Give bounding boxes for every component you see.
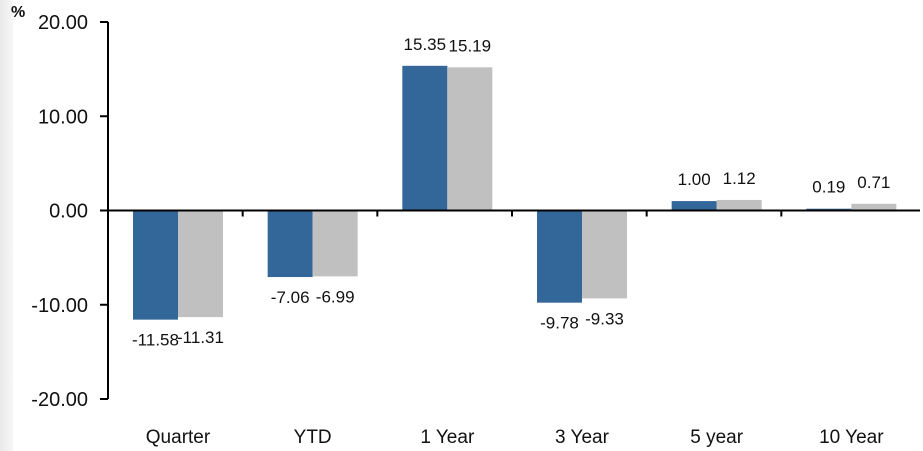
data-label: -6.99 bbox=[316, 287, 355, 306]
y-tick-label: 10.00 bbox=[38, 106, 88, 128]
bar bbox=[312, 210, 358, 277]
y-tick-label: -20.00 bbox=[31, 389, 88, 411]
data-label: 1.12 bbox=[723, 169, 756, 188]
bar bbox=[267, 210, 313, 278]
bar bbox=[671, 201, 717, 211]
data-label: -11.58 bbox=[132, 331, 179, 350]
left-edge-shade bbox=[0, 0, 13, 451]
data-label: -9.78 bbox=[540, 314, 579, 333]
x-tick-label: 3 Year bbox=[555, 427, 610, 448]
data-label: 0.19 bbox=[812, 178, 845, 197]
x-tick-label: 10 Year bbox=[819, 427, 884, 448]
data-label: 15.19 bbox=[449, 36, 492, 55]
bar bbox=[851, 203, 897, 211]
bar bbox=[178, 210, 223, 318]
data-label: 0.71 bbox=[857, 173, 890, 192]
y-tick-label: 0.00 bbox=[49, 201, 88, 223]
bar bbox=[582, 210, 627, 299]
bar bbox=[537, 210, 582, 303]
x-tick-label: YTD bbox=[294, 427, 332, 448]
data-label: -11.31 bbox=[177, 328, 224, 347]
x-tick-label: Quarter bbox=[146, 427, 211, 448]
y-tick-label: 20.00 bbox=[38, 12, 88, 34]
y-tick-label: -10.00 bbox=[31, 295, 88, 317]
data-label: -9.33 bbox=[585, 309, 624, 328]
x-tick-label: 1 Year bbox=[420, 427, 475, 448]
data-label: 15.35 bbox=[404, 35, 447, 54]
x-tick-label: 5 year bbox=[690, 427, 743, 448]
data-label: 1.00 bbox=[678, 170, 711, 189]
bar bbox=[402, 65, 448, 211]
bar bbox=[133, 210, 178, 320]
y-axis-unit-label: % bbox=[11, 4, 26, 21]
data-label: -7.06 bbox=[271, 288, 310, 307]
bar bbox=[447, 67, 493, 211]
bar bbox=[716, 199, 762, 211]
